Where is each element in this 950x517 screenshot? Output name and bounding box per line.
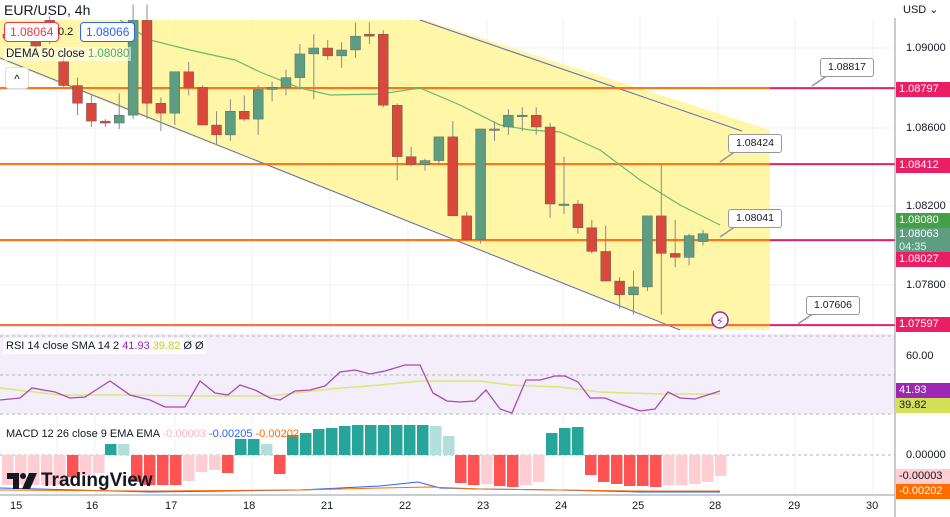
price-tag: 1.08080	[896, 213, 950, 228]
price-tag: 1.08027	[896, 252, 950, 267]
dema-label: DEMA 50 close	[6, 48, 85, 60]
rsi-sma-value: 39.82	[152, 340, 181, 352]
time-tick: 24	[555, 500, 568, 512]
descending-channel-fill	[0, 20, 770, 330]
time-tick: 16	[86, 500, 99, 512]
rsi-extra: Ø Ø	[183, 340, 204, 352]
price-callout[interactable]: 1.08817	[820, 58, 874, 77]
price-tag: 1.08412	[896, 158, 950, 173]
price-tag: 1.07597	[896, 317, 950, 332]
rsi-value: 41.93	[122, 340, 150, 352]
dema-value: 1.08080	[87, 48, 130, 60]
price-tag: 41.93	[896, 383, 950, 398]
channel-lower-line	[0, 57, 681, 331]
dema-legend[interactable]: DEMA 50 close 1.08080	[4, 47, 132, 61]
macd-histogram	[2, 425, 727, 487]
channel-upper-line	[419, 19, 743, 132]
currency-selector[interactable]: USD ⌄	[903, 3, 939, 16]
macd-hist-value: -0.00003	[162, 428, 206, 440]
time-tick: 18	[243, 500, 256, 512]
time-tick: 21	[321, 500, 334, 512]
price-callout[interactable]: 1.08424	[728, 134, 782, 153]
time-tick: 30	[866, 500, 879, 512]
macd-signal-value: -0.00202	[255, 428, 299, 440]
time-tick: 28	[709, 500, 722, 512]
time-tick: 15	[10, 500, 23, 512]
time-tick: 22	[399, 500, 412, 512]
sell-button[interactable]: 1.08064	[4, 22, 60, 42]
price-tick: 1.08200	[906, 200, 946, 212]
price-tick: 1.07800	[906, 279, 946, 291]
currency-label: USD	[903, 4, 927, 16]
price-callout[interactable]: 1.07606	[806, 296, 860, 315]
price-tag: 1.08063 04:35	[896, 228, 950, 256]
time-tick: 23	[477, 500, 490, 512]
price-tag: -0.00202	[896, 484, 950, 499]
price-callout[interactable]: 1.08041	[728, 209, 782, 228]
chevron-down-icon: ⌄	[929, 4, 939, 16]
horizontal-levels[interactable]	[0, 87, 895, 327]
macd-value: -0.00205	[209, 428, 253, 440]
rsi-label: RSI 14 close SMA 14 2	[6, 340, 120, 352]
spread-value: 0.2	[58, 26, 74, 38]
price-tag: -0.00003	[896, 469, 950, 484]
time-tick: 17	[165, 500, 178, 512]
rsi-line	[0, 364, 721, 414]
rsi-tick: 60.00	[906, 350, 934, 362]
tradingview-wordmark: TradingView	[41, 470, 153, 491]
dema-line	[119, 19, 721, 226]
price-tag: 1.08797	[896, 82, 950, 97]
price-tick: 1.08600	[906, 122, 946, 134]
symbol-title[interactable]: EUR/USD, 4h	[4, 2, 91, 18]
tradingview-logo[interactable]: TradingView	[7, 470, 153, 492]
macd-legend[interactable]: MACD 12 26 close 9 EMA EMA -0.00003 -0.0…	[3, 426, 302, 442]
tradingview-icon	[7, 473, 37, 489]
price-tick: 1.09000	[906, 42, 946, 54]
rsi-legend[interactable]: RSI 14 close SMA 14 2 41.93 39.82 Ø Ø	[3, 338, 207, 354]
candlesticks	[2, 4, 709, 315]
macd-tick: 0.00000	[906, 449, 946, 461]
time-tick: 29	[788, 500, 801, 512]
macd-label: MACD 12 26 close 9 EMA EMA	[6, 428, 160, 440]
flash-event-icon[interactable]	[711, 311, 729, 329]
chevron-up-icon[interactable]: ^	[5, 67, 29, 89]
buy-button[interactable]: 1.08066	[80, 22, 136, 42]
time-tick: 25	[632, 500, 645, 512]
svg-text:⚡: ⚡	[716, 315, 724, 328]
macd-signal-line	[0, 486, 720, 492]
price-tag: 39.82	[896, 398, 950, 413]
